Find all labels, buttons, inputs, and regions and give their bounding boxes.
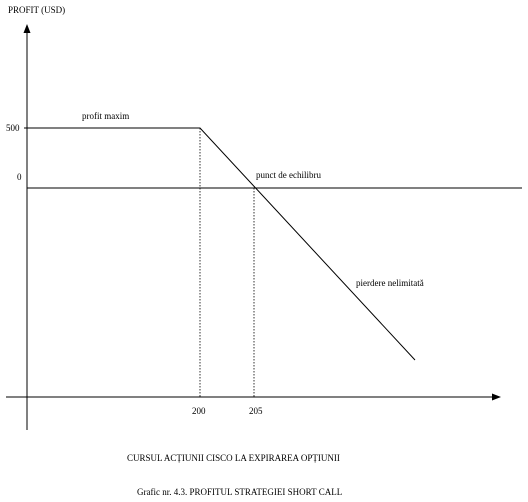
x-tick-200: 200 [192, 406, 206, 416]
y-axis-title: PROFIT (USD) [8, 5, 65, 15]
profit-line [27, 127, 416, 361]
y-tick-0: 0 [17, 172, 22, 182]
figure-caption: Grafic nr. 4.3. PROFITUL STRATEGIEI SHOR… [137, 487, 342, 497]
y-axis-arrow [23, 24, 31, 33]
y-tick-500: 500 [6, 123, 20, 133]
label-max-profit: profit maxim [82, 111, 129, 121]
x-tick-205: 205 [249, 406, 263, 416]
label-breakeven: punct de echilibru [256, 170, 321, 180]
x-axis-title: CURSUL ACȚIUNII CISCO LA EXPIRAREA OPȚIU… [127, 453, 340, 464]
x-axis-arrow [492, 393, 501, 401]
label-unlimited-loss: pierdere nelimitată [356, 278, 424, 288]
